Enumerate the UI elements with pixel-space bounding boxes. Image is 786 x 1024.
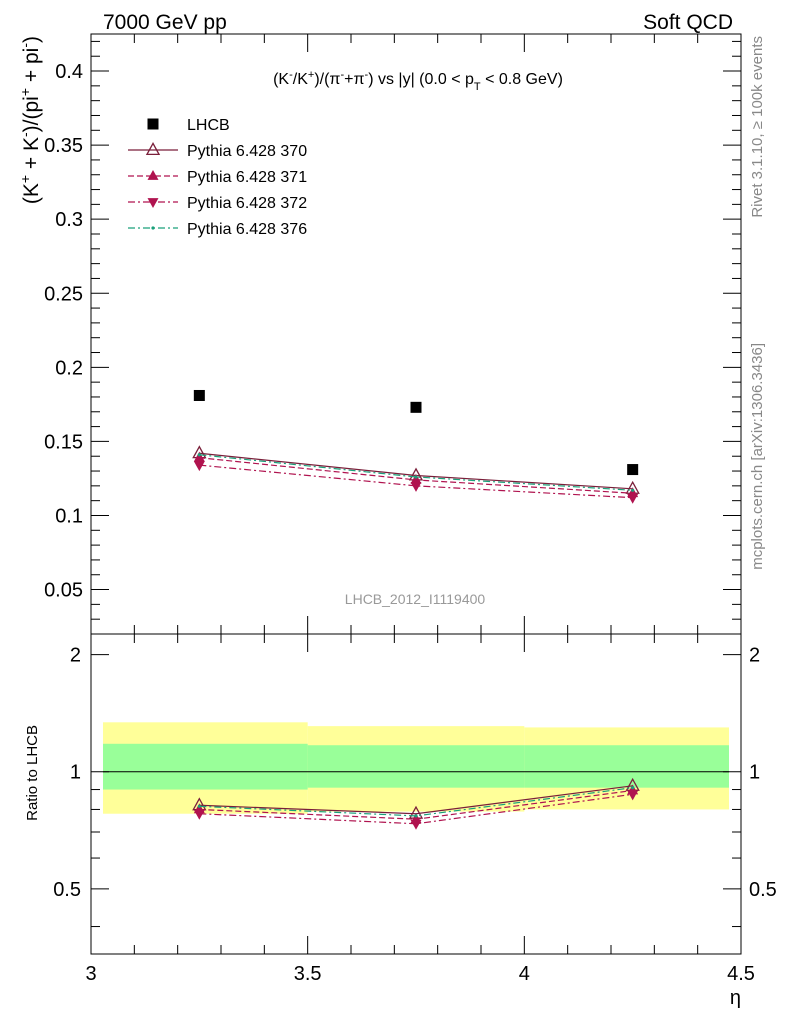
main-series-line-p372	[199, 464, 633, 499]
ratio-x-tick-label: 3	[85, 963, 96, 985]
main-point-data	[193, 389, 205, 401]
main-y-tick-label: 0.2	[55, 357, 83, 379]
main-y-tick-label: 0.1	[55, 505, 83, 527]
legend: LHCB Pythia 6.428 370 Pythia 6.428 371 Pyth…	[128, 117, 307, 238]
ratio-point-p376	[197, 804, 201, 808]
rivet-label: Rivet 3.1.10, ≥ 100k events	[749, 36, 766, 218]
ratio-y-tick-label-right: 0.5	[749, 879, 777, 901]
ratio-y-axis-label: Ratio to LHCB	[24, 725, 41, 821]
main-y-tick-label: 0.05	[44, 580, 83, 602]
main-y-tick-label: 0.25	[44, 283, 83, 305]
main-y-axis-label: (K+ + K-)/(pi+ + pi-)	[17, 36, 43, 204]
main-point-p371	[410, 473, 422, 484]
ratio-x-tick-label: 4.5	[727, 963, 755, 985]
ratio-y-tick-label: 2	[70, 645, 81, 667]
main-y-ticks	[90, 34, 742, 635]
ratio-series	[192, 777, 640, 830]
main-y-tick-labels: 0.05 0.1 0.15 0.2 0.25 0.3 0.35 0.4	[44, 61, 83, 602]
main-point-p376	[631, 488, 635, 492]
legend-marker-p370	[145, 142, 161, 156]
ratio-tick-labels: 0.5 0.5 1 1 2 2 3 3.5 4 4.5	[53, 645, 777, 985]
main-panel: 0.05 0.1 0.15 0.2 0.25 0.3 0.35 0.4 (K-/K+)/(π-…	[17, 33, 742, 635]
main-y-tick-label: 0.15	[44, 431, 83, 453]
ratio-x-tick-label: 4	[519, 963, 530, 985]
ratio-band-inner	[524, 745, 729, 788]
ratio-point-p376	[631, 786, 635, 790]
main-point-p372	[410, 482, 422, 492]
main-series-line-p376	[199, 454, 633, 491]
ratio-point-p376	[414, 814, 418, 818]
main-y-tick-label: 0.4	[55, 61, 83, 83]
main-series	[192, 389, 640, 504]
legend-marker-p376	[151, 226, 155, 230]
main-point-p372	[627, 493, 639, 504]
main-point-p371	[193, 451, 205, 462]
legend-label-p372: Pythia 6.428 372	[187, 195, 307, 212]
ratio-y-tick-label: 0.5	[53, 879, 81, 901]
ratio-y-tick-label-right: 2	[749, 645, 760, 667]
main-point-data	[410, 401, 422, 413]
legend-marker-data	[147, 118, 159, 130]
ratio-frame	[90, 633, 742, 955]
ratio-band-inner	[307, 745, 525, 788]
header-left: 7000 GeV pp	[103, 11, 227, 34]
main-point-p372	[193, 461, 205, 472]
main-point-p376	[414, 475, 418, 479]
ratio-bands	[103, 722, 729, 814]
legend-label-data: LHCB	[187, 117, 230, 134]
legend-label-p371: Pythia 6.428 371	[187, 169, 307, 186]
ratio-y-tick-label: 1	[70, 762, 81, 784]
main-y-tick-label: 0.35	[44, 135, 83, 157]
ratio-y-tick-label-right: 1	[749, 762, 760, 784]
legend-label-p376: Pythia 6.428 376	[187, 221, 307, 238]
ratio-x-axis-label: η	[730, 987, 741, 1009]
ratio-ticks	[90, 634, 742, 954]
legend-marker-p371	[147, 169, 159, 180]
main-title: (K-/K+)/(π-+π-) vs |y| (0.0 < pT < 0.8 G…	[273, 69, 563, 93]
watermark: LHCB_2012_I1119400	[345, 591, 486, 607]
legend-label-p370: Pythia 6.428 370	[187, 143, 307, 160]
ratio-point-p372	[193, 809, 205, 820]
ratio-band-inner	[103, 743, 308, 790]
legend-marker-p372	[147, 198, 159, 209]
mcplots-label: mcplots.cern.ch [arXiv:1306.3436]	[749, 343, 766, 570]
ratio-point-p372	[627, 790, 639, 801]
main-point-p376	[197, 453, 201, 457]
ratio-point-p372	[410, 819, 422, 830]
ratio-panel: 0.5 0.5 1 1 2 2 3 3.5 4 4.5 Ratio to LHCB η	[24, 633, 777, 1009]
header-right: Soft QCD	[643, 11, 733, 34]
main-point-data	[627, 464, 639, 476]
ratio-x-tick-label: 3.5	[294, 963, 322, 985]
main-y-tick-label: 0.3	[55, 209, 83, 231]
